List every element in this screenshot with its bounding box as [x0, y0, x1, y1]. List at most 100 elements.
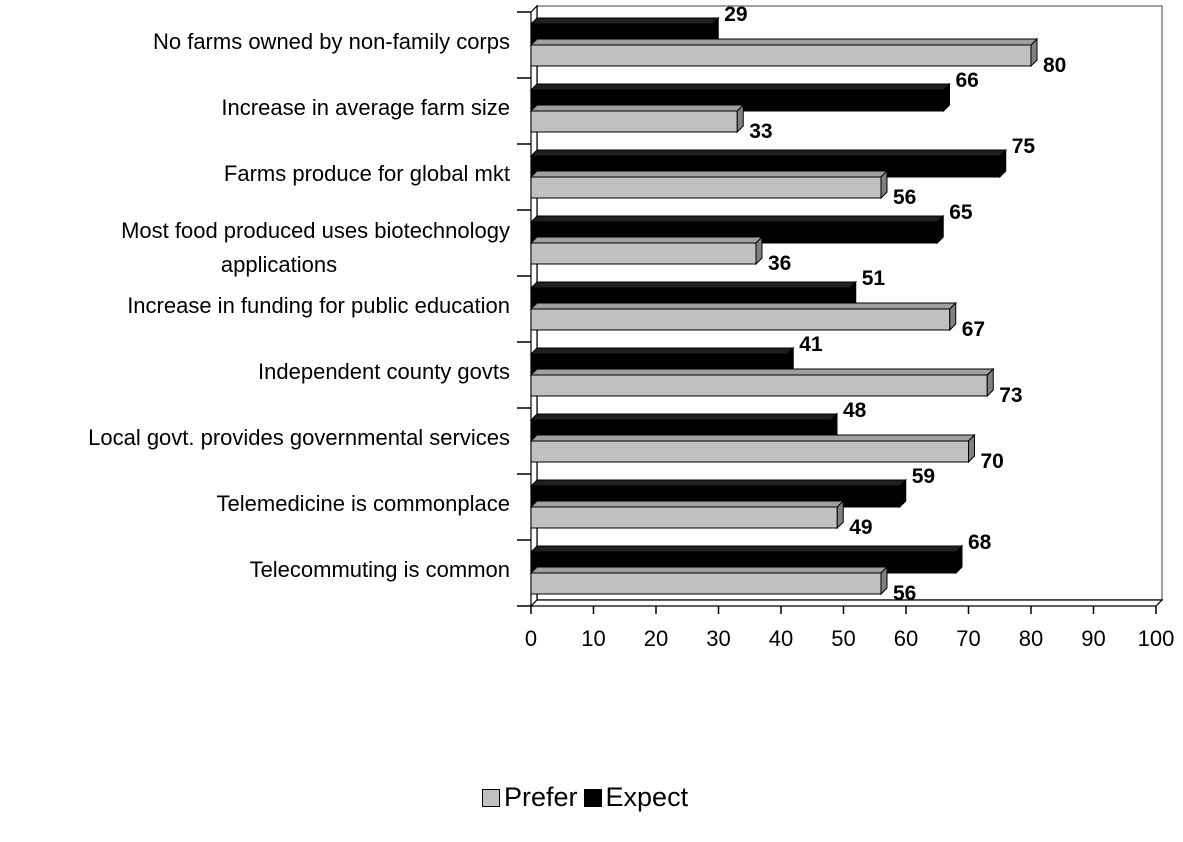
bar-expect-4-top: [529, 281, 857, 289]
data-label-prefer-5: 73: [999, 384, 1022, 407]
bar-prefer-4-front: [530, 308, 951, 331]
data-label-expect-3: 65: [949, 201, 973, 224]
data-label-prefer-3: 36: [768, 252, 791, 275]
data-label-prefer-4: 67: [962, 318, 985, 341]
data-label-expect-1: 66: [956, 69, 979, 92]
x-axis: 0 10 20 30 40 50 60 70 80 90 100: [525, 606, 1174, 651]
category-label-6: Local govt. provides governmental servic…: [88, 425, 510, 450]
bar-prefer-8-side: [880, 565, 888, 596]
bar-prefer-0: [529, 37, 1039, 68]
bar-prefer-6-front: [530, 440, 969, 463]
data-label-expect-7: 59: [912, 465, 935, 488]
bar-prefer-8-top: [529, 566, 889, 574]
category-label-8: Telecommuting is common: [250, 557, 510, 582]
bar-prefer-5-top: [529, 368, 995, 376]
data-label-prefer-8: 56: [893, 582, 916, 605]
bar-prefer-2-side: [880, 169, 888, 200]
x-tick-label-60: 60: [894, 626, 918, 651]
data-label-prefer-0: 80: [1043, 54, 1066, 77]
bar-prefer-3: [529, 235, 764, 266]
bar-prefer-2-front: [530, 176, 882, 199]
data-label-prefer-2: 56: [893, 186, 916, 209]
bar-expect-0-top: [529, 17, 720, 25]
bars: [529, 16, 1039, 596]
data-label-prefer-1: 33: [749, 120, 772, 143]
x-tick-label-40: 40: [769, 626, 793, 651]
bar-prefer-1-front: [530, 110, 738, 133]
bar-expect-7-top: [529, 479, 907, 487]
bar-prefer-7-top: [529, 500, 845, 508]
x-tick-label-30: 30: [706, 626, 730, 651]
bar-expect-6-top: [529, 413, 839, 421]
x-tick-label-10: 10: [581, 626, 605, 651]
bar-prefer-3-front: [530, 242, 757, 265]
bar-prefer-3-top: [529, 236, 764, 244]
category-label-3-line0: Most food produced uses biotechnology: [121, 218, 510, 243]
data-label-expect-6: 48: [843, 399, 867, 422]
x-tick-label-0: 0: [525, 626, 537, 651]
bar-expect-8-side: [955, 544, 963, 575]
category-label-4: Increase in funding for public education: [127, 293, 510, 318]
legend-label-expect: Expect: [605, 782, 689, 812]
bar-prefer-5: [529, 367, 995, 398]
bar-expect-3-side: [936, 214, 944, 245]
bar-prefer-4-top: [529, 302, 957, 310]
bar-prefer-6-top: [529, 434, 976, 442]
x-tick-label-70: 70: [956, 626, 980, 651]
x-tick-label-100: 100: [1138, 626, 1175, 651]
bar-prefer-0-front: [530, 44, 1032, 67]
data-labels: 29 80 66 33 75 56 65 36 51 67 41 73 48 70 59 49 68 56: [724, 3, 1066, 605]
bar-prefer-0-top: [529, 38, 1039, 46]
bar-expect-8-top: [529, 545, 964, 553]
x-tick-label-90: 90: [1081, 626, 1105, 651]
bar-prefer-7-side: [836, 499, 844, 530]
bar-expect-1-side: [943, 82, 950, 113]
category-label-1: Increase in average farm size: [221, 95, 510, 120]
category-label-0: No farms owned by non-family corps: [153, 29, 510, 54]
bar-prefer-2-top: [529, 170, 889, 178]
legend-item-prefer: Prefer: [482, 782, 578, 813]
data-label-expect-0: 29: [724, 3, 747, 26]
bar-prefer-7: [529, 499, 845, 530]
bar-prefer-4: [529, 301, 957, 332]
category-labels: No farms owned by non-family corps Increa…: [88, 29, 510, 582]
bar-prefer-6: [529, 433, 976, 464]
bar-prefer-5-front: [530, 374, 988, 397]
data-label-expect-8: 68: [968, 531, 992, 554]
bar-prefer-1-top: [529, 104, 745, 112]
bar-prefer-7-front: [530, 506, 838, 529]
bar-expect-2-top: [529, 149, 1007, 157]
bar-prefer-3-side: [755, 235, 763, 266]
bar-expect-3-top: [529, 215, 945, 223]
data-label-expect-5: 41: [799, 333, 823, 356]
bar-expect-7-side: [899, 478, 907, 509]
bar-prefer-1-side: [736, 103, 744, 134]
bar-expect-1-top: [529, 83, 951, 91]
bar-prefer-5-side: [986, 367, 994, 398]
legend: Prefer Expect: [482, 782, 694, 813]
data-label-expect-4: 51: [862, 267, 886, 290]
bar-prefer-8-front: [530, 572, 882, 595]
plot-floor: [529, 599, 1164, 607]
bar-prefer-1: [529, 103, 745, 134]
legend-swatch-expect: [583, 788, 602, 807]
x-tick-label-20: 20: [644, 626, 668, 651]
category-label-3-line1: applications: [221, 252, 337, 277]
legend-item-expect: Expect: [583, 782, 689, 813]
bar-prefer-4-side: [949, 301, 957, 332]
category-label-7: Telemedicine is commonplace: [217, 491, 510, 516]
data-label-prefer-6: 70: [981, 450, 1004, 473]
category-label-5: Independent county govts: [258, 359, 510, 384]
bar-chart: 29 80 66 33 75 56 65 36 51 67 41 73 48 70 59 49 68 56 No …: [88, 3, 1174, 651]
data-label-expect-2: 75: [1012, 135, 1036, 158]
bar-expect-2-side: [999, 148, 1007, 179]
bar-prefer-8: [529, 565, 889, 596]
x-tick-label-50: 50: [831, 626, 855, 651]
bar-prefer-2: [529, 169, 889, 200]
legend-swatch-prefer: [482, 788, 500, 807]
bar-prefer-6-side: [968, 433, 975, 464]
category-label-2: Farms produce for global mkt: [224, 161, 510, 186]
bar-expect-5-top: [529, 347, 795, 355]
x-tick-label-80: 80: [1019, 626, 1043, 651]
data-label-prefer-7: 49: [849, 516, 872, 539]
